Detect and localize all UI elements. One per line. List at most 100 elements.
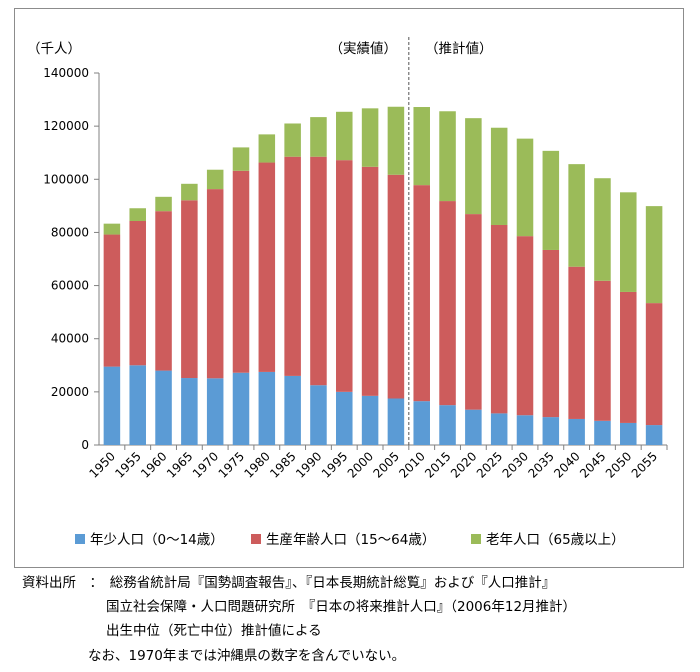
- bar-segment-1: [439, 405, 456, 445]
- bar-segment-2: [361, 166, 379, 396]
- bar-segment-2: [645, 303, 663, 426]
- bar-segment-1: [258, 371, 276, 445]
- x-tick-label: 2000: [345, 449, 376, 480]
- bar-segment-1: [568, 418, 585, 445]
- x-tick-label: 2010: [396, 449, 427, 480]
- projection-period-label: （推計値）: [425, 41, 493, 57]
- bar-segment-1: [206, 378, 224, 445]
- chart-frame: （千人） （実績値） （推計値） 0 20000 40000 60000 80000 10…: [14, 8, 684, 568]
- bar-segment-3: [232, 147, 250, 171]
- unit-label: （千人）: [27, 41, 81, 57]
- bar-segment-2: [465, 214, 482, 410]
- bar-segment-3: [206, 169, 224, 190]
- x-tick-label: 1990: [293, 449, 324, 480]
- x-tick-label: 2005: [371, 449, 402, 480]
- x-tick-label: 1985: [267, 449, 298, 480]
- bar-segment-2: [490, 224, 508, 414]
- x-tick-label: 1995: [319, 449, 350, 480]
- bar-segment-1: [542, 417, 560, 445]
- x-tick-label: 1980: [241, 449, 272, 480]
- x-tick-label: 1960: [138, 449, 169, 480]
- bar-segment-1: [490, 413, 508, 445]
- legend-label-2: 生産年齢人口（15～64歳）: [266, 532, 435, 548]
- bar-segment-1: [516, 415, 534, 445]
- bar-segment-1: [284, 375, 301, 445]
- legend-swatch-1: [75, 534, 85, 544]
- bar-segment-1: [129, 365, 146, 445]
- x-tick-label: 2045: [577, 449, 608, 480]
- bar-segment-1: [465, 409, 482, 445]
- bar-segment-2: [336, 160, 353, 392]
- bar-segment-2: [232, 170, 250, 373]
- x-tick-label: 2020: [448, 449, 479, 480]
- x-tick-label: 1950: [87, 449, 118, 480]
- bar-segment-1: [155, 370, 172, 445]
- y-tick-label: 120000: [43, 119, 89, 133]
- bar-segment-1: [645, 425, 663, 445]
- y-tick-label: 100000: [43, 172, 89, 186]
- bar-segment-1: [387, 398, 405, 445]
- bar-segment-2: [310, 156, 327, 386]
- bar-segment-3: [310, 117, 327, 157]
- bar-segment-1: [181, 378, 198, 445]
- population-stacked-bar-chart: （千人） （実績値） （推計値） 0 20000 40000 60000 80000 10…: [27, 37, 668, 548]
- bar-segment-3: [387, 106, 405, 175]
- bar-segment-2: [284, 156, 301, 376]
- bar-segment-1: [310, 385, 327, 445]
- y-tick-label: 140000: [43, 66, 89, 80]
- x-tick-label: 2030: [500, 449, 531, 480]
- bar-segment-3: [465, 118, 482, 215]
- y-tick-label: 40000: [51, 332, 89, 346]
- bar-segment-1: [336, 391, 353, 445]
- source-note-line-2: 国立社会保障・人口問題研究所 『日本の将来推計人口』（2006年12月推計）: [106, 599, 577, 615]
- bar-segment-1: [413, 401, 430, 445]
- bar-segment-1: [232, 372, 250, 445]
- actual-period-label: （実績値）: [330, 41, 398, 57]
- bar-segment-2: [206, 189, 224, 379]
- bar-segment-2: [129, 221, 146, 366]
- y-tick-label: 0: [81, 438, 89, 452]
- x-tick-label: 1955: [112, 449, 143, 480]
- legend-label-1: 年少人口（0～14歳）: [90, 532, 224, 548]
- bar-segment-3: [336, 111, 353, 161]
- source-note-line-4: なお、1970年までは沖縄県の数字を含んでいない。: [88, 648, 406, 664]
- bar-segment-2: [439, 201, 456, 406]
- bar-segment-3: [516, 138, 534, 237]
- bar-segment-3: [284, 123, 301, 157]
- bar-segment-2: [542, 249, 560, 418]
- x-tick-label: 2040: [551, 449, 582, 480]
- y-tick-label: 20000: [51, 385, 89, 399]
- bar-segment-2: [413, 185, 430, 402]
- bar-segment-2: [387, 174, 405, 399]
- x-tick-label: 1965: [164, 449, 195, 480]
- bar-segment-2: [258, 162, 276, 372]
- bar-segment-3: [181, 183, 198, 201]
- plot-area: 0 20000 40000 60000 80000 100000 120000 140000 1…: [43, 37, 668, 481]
- bar-segment-1: [594, 420, 611, 445]
- bar-segment-2: [594, 280, 611, 421]
- x-tick-label: 2055: [629, 449, 660, 480]
- x-tick-label: 2035: [525, 449, 556, 480]
- bar-segment-2: [620, 291, 637, 423]
- bar-segment-1: [103, 366, 121, 445]
- bar-segment-3: [413, 107, 430, 186]
- bar-segment-3: [439, 111, 456, 202]
- bar-segment-3: [155, 196, 172, 212]
- bar-segment-1: [361, 395, 379, 445]
- legend-swatch-3: [471, 534, 481, 544]
- legend: 年少人口（0～14歳） 生産年齢人口（15～64歳） 老年人口（65歳以上）: [75, 532, 625, 548]
- bar-segment-3: [258, 134, 276, 163]
- x-tick-label: 2015: [422, 449, 453, 480]
- legend-swatch-2: [251, 534, 261, 544]
- bar-segment-3: [568, 164, 585, 267]
- bar-segment-1: [620, 422, 637, 445]
- bar-segment-3: [594, 178, 611, 281]
- bar-segment-3: [620, 192, 637, 292]
- x-tick-label: 2050: [603, 449, 634, 480]
- bar-segment-2: [155, 211, 172, 371]
- bar-segment-3: [129, 208, 146, 222]
- bar-segment-3: [645, 206, 663, 304]
- bar-segment-2: [103, 234, 121, 367]
- x-tick-label: 2025: [474, 449, 505, 480]
- source-note-line-1: 資料出所 ： 総務省統計局『国勢調査報告』、『日本長期統計総覧』および『人口推計…: [22, 575, 556, 591]
